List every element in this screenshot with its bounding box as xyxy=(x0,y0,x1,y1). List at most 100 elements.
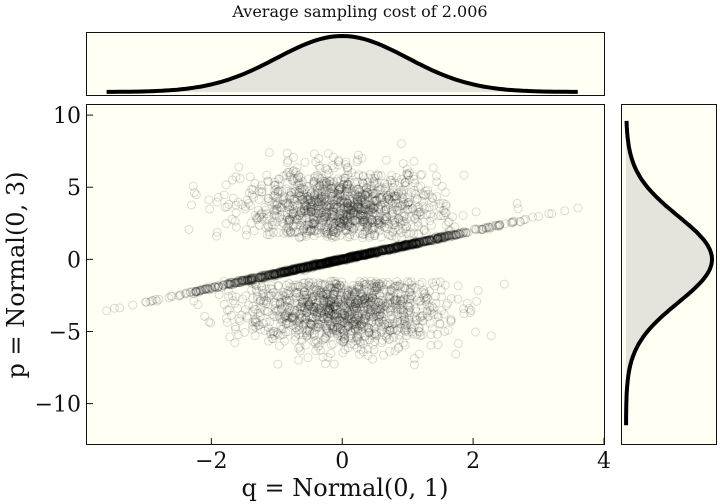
scatter-point xyxy=(264,148,274,158)
scatter-point xyxy=(333,256,343,266)
scatter-point xyxy=(396,240,406,250)
scatter-point xyxy=(300,263,310,273)
scatter-point xyxy=(409,222,419,232)
scatter-point xyxy=(342,214,352,224)
scatter-point xyxy=(344,177,354,187)
scatter-point xyxy=(302,226,312,236)
scatter-point xyxy=(326,340,336,350)
scatter-point xyxy=(337,222,347,232)
scatter-point xyxy=(402,239,412,249)
scatter-point xyxy=(368,248,378,258)
scatter-point xyxy=(380,245,390,255)
scatter-point xyxy=(342,184,352,194)
scatter-point xyxy=(402,240,412,250)
scatter-point xyxy=(281,266,291,276)
scatter-point xyxy=(349,251,359,261)
scatter-point xyxy=(282,158,292,168)
scatter-point xyxy=(339,297,349,307)
scatter-point xyxy=(367,248,377,258)
scatter-point xyxy=(270,271,280,281)
scatter-point xyxy=(377,312,387,322)
scatter-point xyxy=(360,196,370,206)
scatter-point xyxy=(349,207,359,217)
scatter-point xyxy=(330,255,340,265)
scatter-point xyxy=(395,242,405,252)
scatter-point xyxy=(381,245,391,255)
scatter-point xyxy=(281,267,291,277)
scatter-point xyxy=(471,207,481,217)
scatter-point xyxy=(432,234,442,244)
scatter-point xyxy=(298,183,308,193)
scatter-point xyxy=(440,232,450,242)
scatter-point xyxy=(386,244,396,254)
scatter-point xyxy=(348,202,358,212)
scatter-point xyxy=(385,231,395,241)
scatter-point xyxy=(211,231,221,241)
scatter-point xyxy=(263,193,273,203)
scatter-point xyxy=(248,293,258,303)
scatter-point xyxy=(349,252,359,262)
scatter-point xyxy=(341,303,351,313)
scatter-point xyxy=(428,193,438,203)
scatter-point xyxy=(288,265,298,275)
scatter-point xyxy=(363,219,373,229)
scatter-point xyxy=(317,189,327,199)
scatter-point xyxy=(343,295,353,305)
scatter-point xyxy=(447,231,457,241)
scatter-point xyxy=(390,244,400,254)
scatter-point xyxy=(339,281,349,291)
scatter-point xyxy=(224,279,234,289)
scatter-point xyxy=(373,170,383,180)
scatter-point xyxy=(419,236,429,246)
scatter-point xyxy=(408,171,418,181)
scatter-point xyxy=(315,259,325,269)
scatter-point xyxy=(370,246,380,256)
scatter-point xyxy=(322,259,332,269)
scatter-point xyxy=(401,222,411,232)
scatter-point xyxy=(295,264,305,274)
scatter-point xyxy=(338,195,348,205)
scatter-point xyxy=(335,213,345,223)
scatter-point xyxy=(363,216,373,226)
scatter-point xyxy=(335,184,345,194)
scatter-point xyxy=(297,335,307,345)
scatter-point xyxy=(433,234,443,244)
scatter-point xyxy=(313,204,323,214)
scatter-point xyxy=(380,244,390,254)
scatter-point xyxy=(358,220,368,230)
scatter-point xyxy=(380,244,390,254)
scatter-point xyxy=(281,265,291,275)
scatter-point xyxy=(446,230,456,240)
scatter-point xyxy=(374,297,384,307)
scatter-point xyxy=(283,267,293,277)
scatter-point xyxy=(310,261,320,271)
scatter-point xyxy=(325,289,335,299)
scatter-point xyxy=(277,186,287,196)
scatter-point xyxy=(345,253,355,263)
scatter-point xyxy=(290,200,300,210)
scatter-point xyxy=(289,196,299,206)
scatter-point xyxy=(386,310,396,320)
scatter-point xyxy=(385,244,395,254)
scatter-point xyxy=(329,302,339,312)
scatter-point xyxy=(301,228,311,238)
scatter-point xyxy=(385,244,395,254)
scatter-point xyxy=(424,235,434,245)
scatter-point xyxy=(379,245,389,255)
scatter-point xyxy=(353,251,363,261)
scatter-point xyxy=(325,256,335,266)
scatter-point xyxy=(358,215,368,225)
scatter-point xyxy=(418,236,428,246)
scatter-point xyxy=(336,254,346,264)
scatter-point xyxy=(341,196,351,206)
scatter-point xyxy=(322,170,332,180)
scatter-point xyxy=(376,221,386,231)
scatter-point xyxy=(350,319,360,329)
scatter-point xyxy=(402,214,412,224)
scatter-point xyxy=(379,216,389,226)
scatter-point xyxy=(244,188,254,198)
scatter-point xyxy=(260,272,270,282)
scatter-point xyxy=(248,324,258,334)
scatter-point xyxy=(388,209,398,219)
scatter-point xyxy=(387,170,397,180)
